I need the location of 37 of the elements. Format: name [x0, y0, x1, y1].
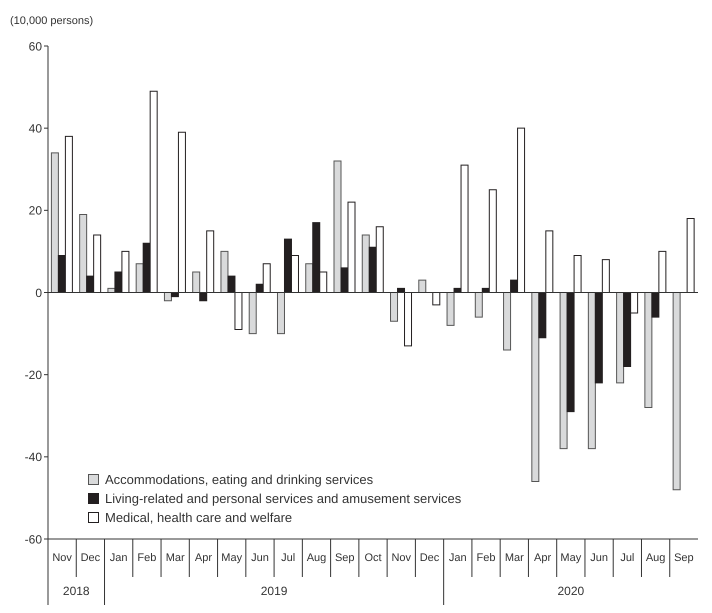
text: 2018	[62, 584, 90, 598]
x-tick-label: Mar	[166, 552, 185, 564]
x-tick-label: Jul	[620, 552, 634, 564]
x-tick-label: Feb	[476, 552, 496, 564]
legend-label: Accommodations, eating and drinking services	[105, 471, 374, 489]
x-tick-label: Jan	[110, 552, 128, 564]
x-tick-label: Aug	[306, 552, 326, 564]
x-tick-label: Nov	[52, 552, 72, 564]
y-tick-label: 20	[28, 204, 42, 218]
x-tick-label: Oct	[364, 552, 382, 564]
x-tick-label: Nov	[391, 552, 412, 564]
y-tick-label: 60	[28, 39, 42, 54]
y-tick-label: 0	[35, 286, 42, 300]
legend-label: Living-related and personal services and amusement services	[105, 490, 462, 508]
y-tick-label: -60	[24, 532, 42, 546]
y-tick-label: -20	[24, 368, 42, 382]
x-tick-label: Sep	[674, 552, 694, 564]
y-axis-title: (10,000 persons)	[10, 15, 94, 27]
x-tick-label: Jun	[590, 552, 608, 564]
x-tick-label: Mar	[504, 552, 524, 564]
x-tick-label: May	[560, 552, 582, 564]
x-tick-label: Jan	[448, 552, 467, 564]
x-tick-label: Apr	[534, 552, 552, 564]
text: 2019	[260, 584, 288, 598]
y-tick-label: -40	[24, 450, 42, 464]
legend-label: Medical, health care and welfare	[105, 509, 292, 527]
text: 2020	[557, 584, 584, 598]
x-tick-label: Jun	[251, 552, 269, 564]
x-tick-label: Dec	[420, 552, 440, 564]
x-tick-label: Jul	[281, 552, 296, 564]
x-tick-label: Sep	[334, 552, 355, 564]
y-tick-label: 40	[28, 121, 42, 136]
x-tick-label: Aug	[646, 552, 666, 564]
x-tick-label: Dec	[80, 552, 101, 564]
x-tick-label: May	[221, 552, 243, 564]
x-tick-label: Feb	[137, 552, 156, 564]
x-tick-label: Apr	[194, 552, 212, 564]
